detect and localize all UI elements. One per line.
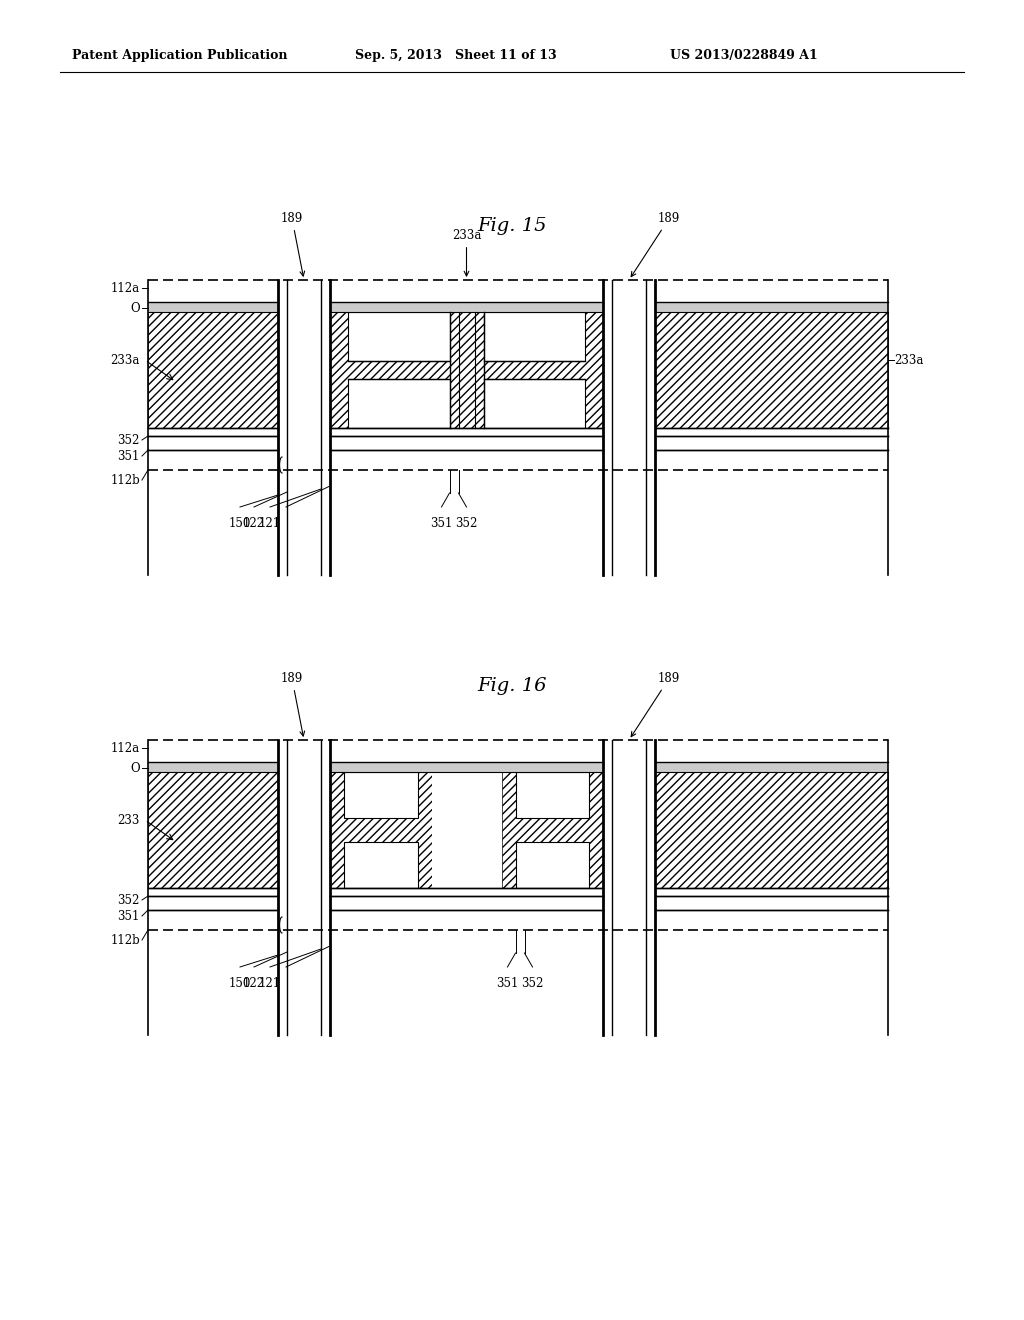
Bar xyxy=(655,772,888,888)
Text: 121: 121 xyxy=(259,977,281,990)
Bar xyxy=(148,280,888,576)
Bar xyxy=(655,302,888,312)
Text: 115: 115 xyxy=(274,517,297,531)
Text: Patent Application Publication: Patent Application Publication xyxy=(72,49,288,62)
Text: O: O xyxy=(130,762,140,775)
Bar xyxy=(330,762,603,772)
Text: 352: 352 xyxy=(118,894,140,907)
Text: 122: 122 xyxy=(243,977,265,990)
Text: 112a: 112a xyxy=(111,281,140,294)
Text: 233: 233 xyxy=(118,813,140,826)
Text: 352: 352 xyxy=(521,977,544,990)
Text: 150: 150 xyxy=(228,977,251,990)
Bar xyxy=(148,312,278,428)
Text: 351: 351 xyxy=(118,450,140,462)
Bar xyxy=(655,762,888,772)
Bar xyxy=(148,302,278,312)
Bar xyxy=(344,772,418,818)
Text: 233a: 233a xyxy=(452,228,481,276)
Bar xyxy=(603,280,655,576)
Text: US 2013/0228849 A1: US 2013/0228849 A1 xyxy=(670,49,818,62)
Text: 352: 352 xyxy=(456,517,477,531)
Bar xyxy=(278,741,330,1035)
Bar xyxy=(148,762,278,772)
Bar xyxy=(348,379,450,428)
Text: 352: 352 xyxy=(118,433,140,446)
Text: 150: 150 xyxy=(228,517,251,531)
Bar xyxy=(348,312,450,360)
Bar xyxy=(344,842,418,888)
Bar xyxy=(483,312,585,360)
Bar xyxy=(330,772,431,888)
Text: 189: 189 xyxy=(281,672,305,737)
Text: 122: 122 xyxy=(243,517,265,531)
Bar xyxy=(655,312,888,428)
Bar xyxy=(278,280,330,576)
Text: O: O xyxy=(130,301,140,314)
Bar xyxy=(330,888,603,931)
Text: Sep. 5, 2013   Sheet 11 of 13: Sep. 5, 2013 Sheet 11 of 13 xyxy=(355,49,557,62)
Bar xyxy=(603,741,655,1035)
Bar xyxy=(515,772,589,818)
Text: Fig. 15: Fig. 15 xyxy=(477,216,547,235)
Text: 233a: 233a xyxy=(894,354,924,367)
Text: 112a: 112a xyxy=(111,742,140,755)
Text: 189: 189 xyxy=(281,213,305,276)
Bar xyxy=(330,302,603,312)
Bar xyxy=(330,428,603,470)
Bar xyxy=(502,772,603,888)
Text: 351: 351 xyxy=(430,517,453,531)
Text: 112b: 112b xyxy=(111,933,140,946)
Text: 351: 351 xyxy=(118,909,140,923)
Text: 121: 121 xyxy=(259,517,281,531)
Bar xyxy=(431,772,502,888)
Bar xyxy=(655,888,888,931)
Text: 189: 189 xyxy=(631,672,680,737)
Bar xyxy=(655,428,888,470)
Text: 351: 351 xyxy=(497,977,519,990)
Bar xyxy=(148,428,278,470)
Bar xyxy=(148,888,278,931)
Bar xyxy=(515,842,589,888)
Bar xyxy=(483,379,585,428)
Bar xyxy=(330,312,603,428)
Bar xyxy=(148,772,278,888)
Text: 233a: 233a xyxy=(111,354,140,367)
Bar xyxy=(148,741,888,1035)
Text: 112b: 112b xyxy=(111,474,140,487)
Text: 189: 189 xyxy=(631,213,680,277)
Text: 115: 115 xyxy=(274,977,297,990)
Text: Fig. 16: Fig. 16 xyxy=(477,677,547,696)
